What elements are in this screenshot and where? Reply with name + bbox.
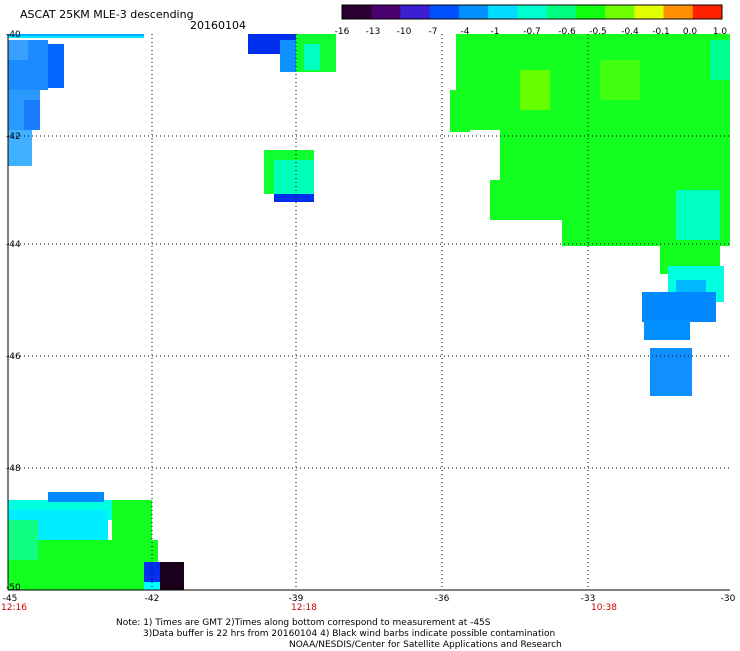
cbar-label: -0.7 bbox=[523, 27, 541, 37]
colorbar-swatch bbox=[371, 5, 401, 19]
colorbar-swatch bbox=[575, 5, 606, 19]
y-tick-label: -44 bbox=[6, 240, 21, 250]
map-date: 20160104 bbox=[190, 19, 246, 32]
y-tick-label: -50 bbox=[6, 583, 21, 593]
colorbar-swatch bbox=[342, 5, 372, 19]
colorbar-swatch bbox=[605, 5, 635, 19]
cbar-label: 1.0 bbox=[713, 27, 728, 37]
colorbar-swatch bbox=[692, 5, 723, 19]
colorbar-swatch bbox=[517, 5, 548, 19]
cbar-label: 0.0 bbox=[683, 27, 698, 37]
cbar-label: -0.5 bbox=[589, 27, 607, 37]
colorbar-swatch bbox=[488, 5, 518, 19]
footnote-line-1: Note: 1) Times are GMT 2)Times along bot… bbox=[116, 618, 491, 628]
x-tick-label: -42 bbox=[145, 594, 160, 604]
colorbar-swatch bbox=[634, 5, 665, 19]
time-label: 10:38 bbox=[591, 603, 617, 613]
data-swaths bbox=[8, 34, 730, 590]
y-tick-label: -48 bbox=[6, 464, 21, 474]
y-tick-label: -40 bbox=[6, 30, 21, 40]
time-labels: 12:16 12:18 10:38 bbox=[1, 603, 617, 613]
colorbar-swatch bbox=[546, 5, 577, 19]
cbar-label: -13 bbox=[366, 27, 381, 37]
x-tick-label: -30 bbox=[721, 594, 736, 604]
footnote-line-2: 3)Data buffer is 22 hrs from 20160104 4)… bbox=[143, 629, 556, 639]
map-title: ASCAT 25KM MLE-3 descending bbox=[20, 8, 194, 21]
cbar-label: -7 bbox=[429, 27, 438, 37]
cbar-label: -4 bbox=[461, 27, 470, 37]
time-label: 12:18 bbox=[291, 603, 317, 613]
cbar-label: -16 bbox=[335, 27, 350, 37]
cbar-label: -0.4 bbox=[621, 27, 639, 37]
grid-lines bbox=[8, 34, 730, 590]
colorbar-swatch bbox=[458, 5, 489, 19]
time-label: 12:16 bbox=[1, 603, 27, 613]
y-tick-label: -46 bbox=[6, 352, 21, 362]
x-tick-label: -36 bbox=[435, 594, 450, 604]
x-tick-label: -45 bbox=[3, 594, 18, 604]
x-axis-labels: -45 -42 -39 -36 -33 -30 bbox=[3, 594, 736, 604]
y-axis-labels: -40 -42 -44 -46 -48 -50 bbox=[6, 30, 21, 593]
colorbar-swatch bbox=[663, 5, 694, 19]
footnote-line-3: NOAA/NESDIS/Center for Satellite Applica… bbox=[289, 640, 562, 650]
colorbar-swatch bbox=[400, 5, 431, 19]
colorbar-labels: -16 -13 -10 -7 -4 -1 -0.7 -0.6 -0.5 -0.4… bbox=[335, 27, 728, 37]
colorbar: -16 -13 -10 -7 -4 -1 -0.7 -0.6 -0.5 -0.4… bbox=[335, 4, 728, 37]
x-tick-label: -39 bbox=[289, 594, 304, 604]
colorbar-swatch bbox=[429, 5, 460, 19]
y-tick-label: -42 bbox=[6, 132, 21, 142]
cbar-label: -1 bbox=[491, 27, 500, 37]
cbar-label: -0.6 bbox=[558, 27, 576, 37]
cbar-label: -10 bbox=[397, 27, 412, 37]
x-tick-label: -33 bbox=[581, 594, 596, 604]
cbar-label: -0.1 bbox=[652, 27, 670, 37]
